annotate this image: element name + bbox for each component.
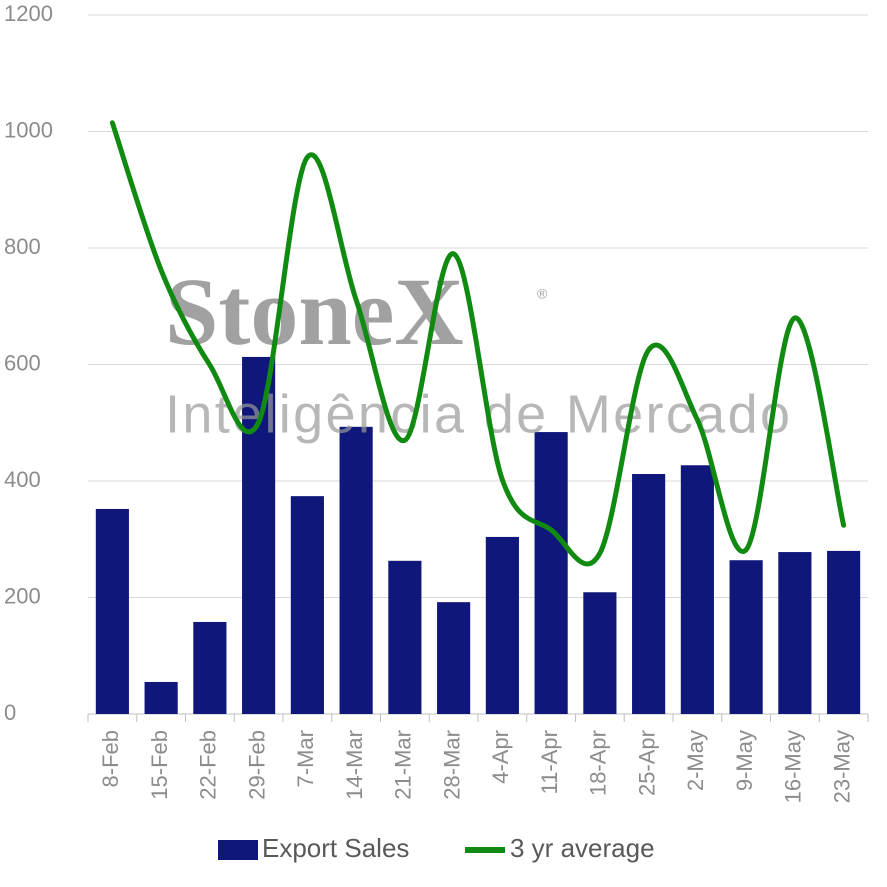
bar [437, 602, 471, 714]
y-tick-label: 800 [4, 234, 41, 259]
bar [778, 552, 812, 714]
x-tick-label: 18-Apr [586, 730, 611, 796]
bar [632, 474, 666, 714]
x-tick-label: 28-Mar [439, 730, 464, 800]
x-tick-label: 23-May [829, 730, 854, 803]
y-tick-label: 1200 [4, 1, 53, 26]
line [109, 120, 847, 567]
y-tick-label: 400 [4, 467, 41, 492]
x-tick-label: 7-Mar [293, 730, 318, 787]
y-tick-label: 600 [4, 350, 41, 375]
x-tick-label: 9-May [732, 730, 757, 791]
x-tick-label: 25-Apr [634, 730, 659, 796]
legend-label: Export Sales [262, 833, 409, 863]
x-tick-label: 11-Apr [537, 730, 562, 794]
bar [95, 508, 129, 714]
bar [485, 536, 519, 714]
watermark-trademark: ® [537, 286, 548, 302]
bar [290, 496, 324, 714]
x-tick-label: 2-May [683, 730, 708, 791]
x-tick-label: 14-Mar [342, 730, 367, 800]
watermark-brand: StoneX [165, 258, 464, 365]
x-tick-label: 21-Mar [391, 730, 416, 800]
x-tick-label: 4-Apr [488, 730, 513, 784]
x-tick-label: 29-Feb [244, 730, 269, 800]
y-tick-label: 200 [4, 583, 41, 608]
bar [144, 681, 178, 714]
bar [680, 465, 714, 714]
bar [388, 560, 422, 714]
x-tick-label: 15-Feb [147, 730, 172, 800]
bar [193, 621, 227, 714]
y-tick-label: 1000 [4, 117, 53, 142]
x-tick-label: 8-Feb [98, 730, 123, 787]
legend-label: 3 yr average [510, 833, 655, 863]
x-tick-label: 22-Feb [196, 730, 221, 800]
bar [729, 560, 763, 714]
bar [534, 432, 568, 714]
legend-swatch [218, 840, 258, 860]
bar [827, 550, 861, 714]
x-tick-label: 16-May [781, 730, 806, 803]
bar [339, 426, 373, 714]
y-tick-label: 0 [4, 700, 16, 725]
bar [583, 592, 617, 714]
